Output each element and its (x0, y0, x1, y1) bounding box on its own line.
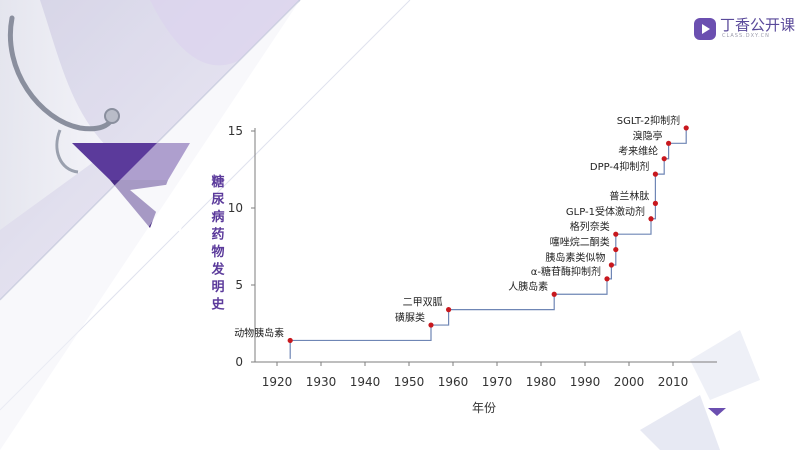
data-label: 动物胰岛素 (234, 326, 284, 339)
x-tick-label: 1940 (350, 375, 381, 389)
data-point (613, 231, 619, 237)
data-point (652, 171, 659, 177)
y-axis-label-char: 明 (211, 280, 224, 295)
brand-logo: 丁香公开课 CLASS.DXY.CN (694, 17, 795, 40)
brand-url: CLASS.DXY.CN (722, 33, 770, 39)
data-point (287, 337, 293, 344)
data-point (666, 140, 672, 146)
data-point (428, 322, 434, 328)
data-point (661, 156, 667, 162)
data-label: 人胰岛素 (508, 280, 548, 293)
data-label: 磺脲类 (395, 311, 425, 324)
data-label: 格列奈类 (570, 220, 610, 233)
y-tick-label: 15 (228, 124, 243, 138)
data-label: 考来维纶 (618, 145, 658, 158)
data-point (608, 262, 615, 268)
y-axis-label-char: 病 (211, 209, 224, 225)
data-point (446, 307, 452, 313)
x-tick-label: 1980 (526, 375, 557, 389)
data-point (604, 276, 610, 282)
x-tick-label: 2000 (614, 375, 645, 389)
data-point (648, 216, 654, 222)
y-axis-label-char: 药 (211, 227, 224, 243)
brand-name: 丁香公开课 (720, 16, 796, 34)
data-label: SGLT-2抑制剂 (617, 114, 680, 127)
y-tick-label: 10 (228, 201, 243, 215)
data-point (683, 125, 689, 131)
x-tick-label: 1990 (570, 375, 601, 389)
data-point (652, 200, 659, 206)
play-icon (694, 17, 716, 40)
x-axis-label: 年份 (472, 401, 496, 415)
data-label: α-糖苷酶抑制剂 (531, 265, 601, 278)
x-tick-label: 1920 (262, 375, 293, 389)
data-label: DPP-4抑制剂 (590, 160, 650, 173)
x-tick-label: 2010 (658, 375, 689, 389)
y-tick-label: 5 (235, 278, 243, 292)
data-point (551, 291, 557, 297)
y-axis-label-char: 物 (211, 244, 224, 260)
y-axis-label-char: 尿 (211, 193, 224, 208)
y-axis-label-char: 发 (210, 262, 225, 278)
x-tick-label: 1960 (438, 375, 469, 389)
y-axis-label-char: 史 (211, 297, 225, 313)
x-tick-label: 1950 (394, 375, 425, 389)
data-label: 噻唑烷二酮类 (550, 236, 610, 249)
y-tick-label: 0 (235, 355, 243, 369)
data-label: 溴隐亭 (633, 129, 663, 142)
data-label: 普兰林肽 (609, 189, 649, 202)
data-label: 二甲双胍 (403, 296, 443, 309)
y-axis-label-char: 糖 (211, 174, 224, 190)
data-label: 胰岛素类似物 (545, 251, 605, 264)
x-tick-label: 1930 (306, 375, 337, 389)
data-label: GLP-1受体激动剂 (566, 205, 645, 218)
x-tick-label: 1970 (482, 375, 513, 389)
data-point (613, 246, 619, 253)
